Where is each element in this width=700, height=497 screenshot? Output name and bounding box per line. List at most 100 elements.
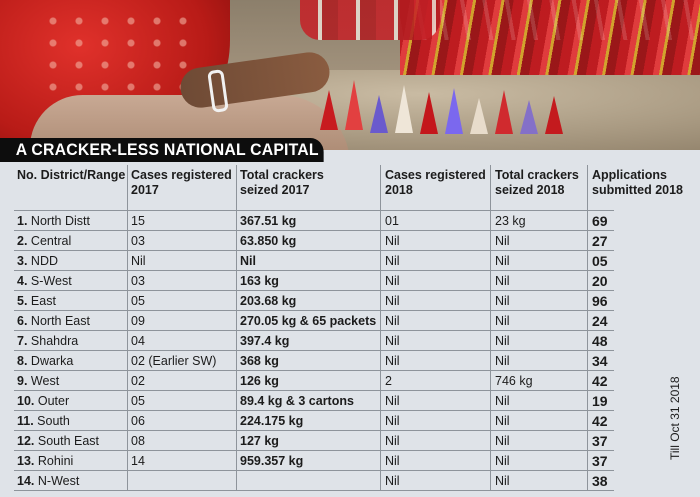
row-divider (14, 470, 614, 471)
cases-2017-cell: 03 (131, 274, 145, 288)
seized-2017-cell: 270.05 kg & 65 packets (240, 314, 377, 328)
row-number: 7. (17, 334, 28, 348)
row-divider (14, 330, 614, 331)
saree-pattern (40, 10, 190, 110)
district-name: NDD (30, 254, 59, 268)
district-cell: 13. Rohini (17, 451, 73, 471)
district-name: South East (37, 434, 100, 448)
row-divider (14, 230, 614, 231)
district-name: East (30, 294, 56, 308)
seized-2017-cell: 203.68 kg (240, 294, 297, 308)
applications-2018-cell: 96 (592, 293, 608, 309)
red-crackers-pile (400, 0, 700, 75)
seized-2017-cell: 367.51 kg (240, 214, 297, 228)
table-row: 4. S-West 03 163 kg Nil Nil 20 (0, 271, 700, 291)
seized-2017-cell: 89.4 kg & 3 cartons (240, 394, 354, 408)
table-row: 9. West 02 126 kg 2 746 kg 42 (0, 371, 700, 391)
column-header-cases-2018: Cases registered 2018 (385, 168, 486, 197)
cracker-cones (300, 70, 580, 150)
cases-2017-cell: 08 (131, 434, 145, 448)
header-photo (0, 0, 700, 150)
row-divider (14, 250, 614, 251)
district-name: Rohini (37, 454, 74, 468)
row-number: 1. (17, 214, 28, 228)
row-divider (14, 350, 614, 351)
cases-2017-cell: 05 (131, 294, 145, 308)
seized-2018-cell: Nil (495, 434, 510, 448)
column-header-district: No. District/Range (17, 168, 126, 182)
district-cell: 7. Shahdra (17, 331, 78, 351)
seized-2018-cell: Nil (495, 314, 510, 328)
table-row: 10. Outer 05 89.4 kg & 3 cartons Nil Nil 19 (0, 391, 700, 411)
applications-2018-cell: 19 (592, 393, 608, 409)
district-name: S-West (30, 274, 72, 288)
cases-2017-cell: Nil (131, 254, 146, 268)
row-divider (14, 390, 614, 391)
cases-2017-cell: 02 (131, 374, 145, 388)
district-name: Outer (37, 394, 70, 408)
row-number: 2. (17, 234, 28, 248)
row-number: 6. (17, 314, 28, 328)
applications-2018-cell: 27 (592, 233, 608, 249)
column-header-seized-2017: Total crackers seized 2017 (240, 168, 324, 197)
column-header-cases-2017: Cases registered 2017 (131, 168, 232, 197)
district-cell: 1. North Distt (17, 211, 90, 231)
cases-2018-cell: Nil (385, 474, 400, 488)
column-separator (380, 165, 381, 490)
row-divider (14, 290, 614, 291)
seized-2018-cell: 746 kg (495, 374, 533, 388)
district-cell: 12. South East (17, 431, 99, 451)
row-number: 14. (17, 474, 35, 488)
district-name: Shahdra (30, 334, 79, 348)
cases-2018-cell: Nil (385, 334, 400, 348)
district-cell: 11. South (17, 411, 70, 431)
cases-2018-cell: Nil (385, 394, 400, 408)
applications-2018-cell: 38 (592, 473, 608, 489)
applications-2018-cell: 69 (592, 213, 608, 229)
applications-2018-cell: 42 (592, 373, 608, 389)
cases-2017-cell: 02 (Earlier SW) (131, 354, 217, 368)
seized-2018-cell: Nil (495, 394, 510, 408)
column-header-applications-2018: Applications submitted 2018 (592, 168, 684, 197)
table-row: 8. Dwarka 02 (Earlier SW) 368 kg Nil Nil 34 (0, 351, 700, 371)
applications-2018-cell: 48 (592, 333, 608, 349)
row-number: 10. (17, 394, 35, 408)
row-divider (14, 410, 614, 411)
row-number: 3. (17, 254, 28, 268)
cases-2017-cell: 15 (131, 214, 145, 228)
seized-2017-cell: 397.4 kg (240, 334, 290, 348)
row-divider (14, 490, 614, 491)
district-cell: 2. Central (17, 231, 71, 251)
row-divider (14, 370, 614, 371)
district-cell: 10. Outer (17, 391, 69, 411)
seized-2018-cell: Nil (495, 274, 510, 288)
district-name: South (37, 414, 70, 428)
applications-2018-cell: 42 (592, 413, 608, 429)
district-cell: 6. North East (17, 311, 90, 331)
cases-2018-cell: Nil (385, 434, 400, 448)
seized-2018-cell: 23 kg (495, 214, 526, 228)
district-cell: 4. S-West (17, 271, 72, 291)
column-header-seized-2018: Total crackers seized 2018 (495, 168, 579, 197)
row-divider (14, 450, 614, 451)
cases-2018-cell: 01 (385, 214, 399, 228)
applications-2018-cell: 20 (592, 273, 608, 289)
district-cell: 8. Dwarka (17, 351, 73, 371)
cases-2017-cell: 09 (131, 314, 145, 328)
seized-2017-cell: 63.850 kg (240, 234, 297, 248)
seized-2018-cell: Nil (495, 234, 510, 248)
cases-2018-cell: 2 (385, 374, 392, 388)
district-cell: 5. East (17, 291, 56, 311)
district-name: North Distt (30, 214, 90, 228)
seized-2017-cell: 368 kg (240, 354, 279, 368)
cases-2018-cell: Nil (385, 314, 400, 328)
table-row: 5. East 05 203.68 kg Nil Nil 96 (0, 291, 700, 311)
header-divider (14, 210, 614, 211)
cases-2018-cell: Nil (385, 354, 400, 368)
cases-2017-cell: 14 (131, 454, 145, 468)
seized-2018-cell: Nil (495, 334, 510, 348)
cases-2017-cell: 05 (131, 394, 145, 408)
district-name: N-West (37, 474, 80, 488)
cases-2018-cell: Nil (385, 454, 400, 468)
table-heading: A CRACKER-LESS NATIONAL CAPITAL (0, 138, 324, 162)
